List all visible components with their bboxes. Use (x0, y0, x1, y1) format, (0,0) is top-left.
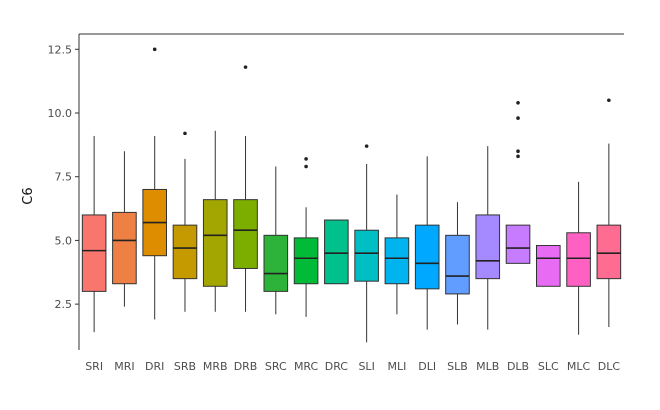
box-drc (324, 219, 349, 285)
y-tick-label: 2.5 (55, 298, 73, 311)
x-tick-label: SRI (85, 360, 103, 373)
y-tick-label: 10.0 (48, 107, 73, 120)
outlier-point (516, 154, 520, 159)
x-tick-labels: SRI MRI DRI SRB MRB DRB SRC MRC DRC SLI MLI DLI SLB M… (85, 360, 620, 373)
box-mri (112, 151, 137, 307)
box-dli (414, 156, 440, 330)
boxes (81, 47, 622, 343)
box-mlb (475, 146, 501, 330)
iqr-box (293, 237, 319, 285)
box-src (263, 166, 289, 315)
y-tick-label: 5.0 (55, 234, 73, 247)
x-tick-label: DRI (145, 360, 164, 373)
box-mli (384, 194, 410, 315)
box-mrb (202, 130, 228, 312)
box-mrc (293, 157, 319, 317)
iqr-box (414, 224, 440, 290)
box-mlc (566, 181, 591, 335)
x-tick-label: SLI (358, 360, 374, 373)
x-tick-label: DRB (234, 360, 258, 373)
outlier-point (516, 149, 520, 154)
x-tick-label: MRI (114, 360, 134, 373)
outlier-point (304, 164, 308, 169)
outlier-point (364, 144, 369, 148)
box-dlc (596, 98, 622, 328)
iqr-box (596, 224, 622, 280)
box-sri (81, 135, 107, 333)
box-slb (445, 202, 470, 325)
y-ticks: 2.5 5.0 7.5 10.0 12.5 (48, 43, 79, 311)
y-tick-label: 7.5 (55, 171, 73, 184)
x-tick-label: SLB (447, 360, 468, 373)
outlier-point (516, 101, 520, 105)
iqr-box (81, 214, 107, 292)
box-dri (142, 47, 168, 320)
iqr-box (384, 237, 410, 285)
iqr-box (324, 219, 349, 285)
iqr-box (566, 232, 591, 287)
box-drb (233, 65, 258, 312)
outlier-point (607, 98, 611, 103)
x-tick-label: MLI (387, 360, 406, 373)
iqr-box (475, 214, 501, 280)
outlier-point (304, 157, 308, 161)
iqr-box (354, 229, 379, 282)
x-tick-label: DRC (325, 360, 349, 373)
outlier-point (516, 116, 520, 120)
x-tick-label: DLB (507, 360, 529, 373)
x-tick-label: DLI (418, 360, 436, 373)
x-tick-label: MRC (294, 360, 319, 373)
x-tick-label: MLC (567, 360, 591, 373)
iqr-box (112, 211, 137, 285)
iqr-box (233, 199, 258, 269)
box-sli (354, 144, 379, 343)
outlier-point (243, 65, 248, 69)
iqr-box (202, 199, 228, 287)
box-slc (535, 245, 561, 287)
outlier-point (183, 131, 187, 136)
iqr-box (505, 224, 531, 264)
x-tick-label: MRB (203, 360, 228, 373)
x-tick-label: SRC (265, 360, 287, 373)
x-tick-label: SLC (538, 360, 559, 373)
iqr-box (535, 245, 561, 287)
box-dlb (505, 101, 531, 264)
x-tick-label: DLC (598, 360, 621, 373)
x-tick-label: SRB (174, 360, 196, 373)
box-srb (172, 131, 198, 312)
iqr-box (445, 234, 470, 295)
y-tick-label: 12.5 (48, 43, 73, 56)
iqr-box (172, 224, 198, 280)
iqr-box (263, 234, 289, 292)
y-axis-title: C6 (21, 187, 36, 204)
outlier-point (152, 47, 157, 52)
x-tick-label: MLB (476, 360, 499, 373)
